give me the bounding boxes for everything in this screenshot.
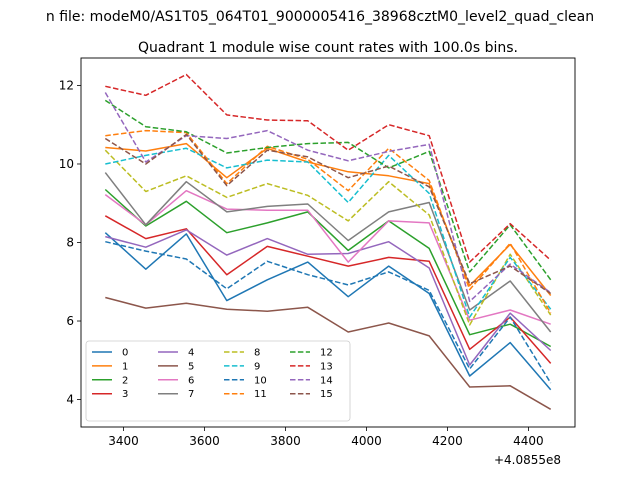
y-tick-label: 6 (66, 314, 74, 328)
x-tick-label: 3400 (108, 434, 139, 448)
series-layer (104, 73, 552, 410)
legend-label-12: 12 (320, 348, 333, 359)
x-offset-label: +4.0855e8 (494, 453, 561, 467)
legend-label-0: 0 (122, 348, 128, 359)
legend-label-14: 14 (320, 375, 333, 386)
legend-label-5: 5 (188, 361, 194, 372)
legend-label-15: 15 (320, 389, 333, 400)
series-line-7 (104, 172, 552, 333)
y-tick-label: 8 (66, 236, 74, 250)
legend-label-10: 10 (254, 375, 267, 386)
series-line-12 (104, 99, 552, 281)
series-line-8 (104, 149, 552, 326)
series-line-11 (105, 129, 552, 314)
y-tick-label: 4 (66, 393, 74, 407)
x-tick-label: 4000 (351, 434, 382, 448)
chart-title: Quadrant 1 module wise count rates with … (138, 40, 518, 56)
legend-label-7: 7 (188, 389, 194, 400)
legend-label-11: 11 (254, 389, 267, 400)
legend-label-2: 2 (122, 375, 128, 386)
x-tick-label: 3600 (189, 434, 220, 448)
series-line-15 (104, 133, 552, 295)
series-line-3 (104, 215, 552, 364)
x-tick-label: 4400 (513, 434, 544, 448)
y-tick-label: 10 (59, 157, 74, 171)
series-line-2 (104, 188, 552, 348)
x-tick-label: 4200 (432, 434, 463, 448)
series-line-10 (105, 240, 552, 384)
legend-label-1: 1 (122, 361, 128, 372)
legend-label-3: 3 (122, 389, 128, 400)
series-line-9 (105, 147, 552, 318)
legend-label-6: 6 (188, 375, 194, 386)
series-line-6 (104, 189, 551, 325)
legend-box (85, 340, 351, 422)
series-line-4 (105, 229, 552, 366)
chart-suptitle: n file: modeM0/AS1T05_064T01_9000005416_… (46, 9, 594, 25)
legend-label-13: 13 (320, 361, 333, 372)
x-tick-label: 3800 (270, 434, 301, 448)
series-line-5 (105, 296, 552, 410)
series-line-13 (105, 73, 552, 263)
y-tick-label: 12 (59, 78, 74, 92)
legend-label-8: 8 (254, 348, 260, 359)
legend-label-4: 4 (188, 348, 194, 359)
legend-label-9: 9 (254, 361, 260, 372)
